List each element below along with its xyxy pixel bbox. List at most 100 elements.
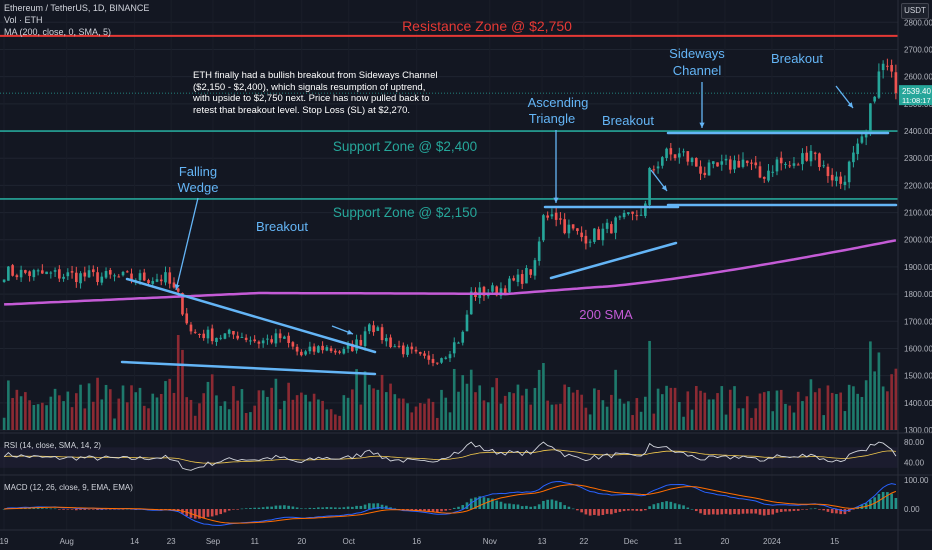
- candle: [41, 270, 44, 274]
- candle: [223, 333, 227, 339]
- candle: [864, 133, 868, 138]
- y-tick-label: 1800.00: [904, 290, 932, 299]
- macd-histogram-bar: [826, 509, 830, 512]
- candle: [36, 270, 40, 272]
- volume-bar: [372, 388, 375, 430]
- volume-bar: [610, 394, 613, 430]
- candle: [130, 273, 133, 280]
- macd-histogram-bar: [784, 509, 787, 512]
- candle: [215, 337, 218, 343]
- macd-histogram-bar: [278, 505, 282, 509]
- candle: [605, 222, 609, 229]
- candle: [733, 160, 736, 170]
- volume-bar: [151, 393, 155, 430]
- ma-legend[interactable]: MA (200, close, 0, SMA, 5): [4, 27, 112, 37]
- volume-bar: [206, 381, 210, 430]
- volume-bar: [431, 401, 435, 430]
- candle: [499, 288, 503, 296]
- macd-histogram-bar: [363, 504, 367, 509]
- macd-histogram-bar: [711, 509, 715, 515]
- volume-bar: [482, 400, 486, 430]
- macd-histogram-bar: [601, 509, 605, 515]
- volume-bar: [134, 392, 138, 430]
- candle: [189, 324, 193, 332]
- macd-histogram-bar: [266, 506, 269, 509]
- volume-bar: [864, 380, 868, 430]
- macd-histogram-bar: [610, 509, 613, 515]
- candle: [49, 272, 53, 274]
- volume-bar: [813, 392, 817, 430]
- breakout-arrow-3-head: [847, 102, 853, 108]
- candle: [593, 228, 596, 242]
- macd-histogram-bar: [96, 509, 99, 510]
- volume-bar: [304, 394, 307, 430]
- candle: [779, 157, 783, 164]
- volume-bar: [788, 405, 792, 430]
- candle: [24, 270, 27, 273]
- candle: [53, 270, 57, 272]
- volume-bar: [287, 382, 290, 430]
- macd-histogram-bar: [661, 502, 664, 509]
- volume-bar: [28, 400, 31, 430]
- candle: [537, 241, 541, 261]
- y-tick-label: 1600.00: [904, 344, 932, 353]
- volume-bar: [11, 397, 14, 430]
- macd-histogram-bar: [890, 493, 893, 509]
- x-tick-label: 16: [412, 537, 421, 546]
- candle: [232, 330, 235, 335]
- candle: [108, 270, 112, 275]
- currency-badge[interactable]: USDT: [901, 3, 929, 19]
- volume-bar: [550, 404, 554, 430]
- macd-histogram-bar: [529, 506, 532, 509]
- macd-histogram-bar: [588, 509, 592, 516]
- candle: [401, 345, 405, 355]
- volume-bar: [181, 349, 184, 430]
- volume-legend[interactable]: Vol · ETH: [4, 15, 43, 25]
- volume-bar: [406, 403, 409, 430]
- macd-histogram-bar: [418, 509, 422, 511]
- volume-bar: [125, 402, 129, 430]
- candle: [66, 272, 70, 277]
- volume-bar: [503, 395, 507, 430]
- macd-histogram-bar: [79, 509, 82, 510]
- candle: [809, 150, 813, 162]
- macd-histogram-bar: [669, 501, 673, 509]
- candle: [775, 159, 779, 172]
- macd-histogram-bar: [762, 509, 766, 516]
- macd-histogram-bar: [53, 508, 57, 510]
- volume-bar: [618, 398, 622, 430]
- symbol-legend[interactable]: Ethereum / TetherUS, 1D, BINANCE: [4, 3, 150, 13]
- analysis-note: ETH finally had a bullish breakout from …: [193, 70, 438, 116]
- volume-bar: [559, 403, 562, 430]
- macd-legend[interactable]: MACD (12, 26, close, 9, EMA, EMA): [4, 483, 133, 492]
- rsi-legend[interactable]: RSI (14, close, SMA, 14, 2): [4, 441, 101, 450]
- volume-bar: [58, 395, 61, 430]
- candle: [117, 276, 121, 278]
- volume-bar: [508, 392, 511, 430]
- macd-histogram-bar: [622, 509, 626, 512]
- volume-bar: [384, 392, 388, 430]
- volume-bar: [36, 404, 40, 430]
- sideways-channel-arrow-head: [699, 122, 705, 128]
- candle: [410, 346, 414, 350]
- volume-bar: [597, 389, 600, 430]
- volume-bar: [737, 408, 741, 430]
- candle: [796, 164, 800, 166]
- macd-histogram-bar: [576, 509, 579, 511]
- signal-line: [4, 484, 897, 524]
- candle: [62, 276, 65, 279]
- volume-bar: [418, 403, 422, 430]
- macd-histogram-bar: [520, 506, 524, 509]
- candle: [711, 161, 715, 164]
- volume-bar: [49, 396, 53, 430]
- breakout-arrow-2-head: [661, 185, 667, 191]
- macd-histogram-bar: [469, 498, 473, 509]
- volume-bar: [830, 392, 834, 430]
- volume-bar: [346, 397, 350, 430]
- sma-200-line: [4, 239, 897, 306]
- volume-bar: [159, 393, 163, 430]
- macd-histogram-bar: [614, 509, 617, 513]
- volume-bar: [796, 391, 800, 430]
- candle: [121, 271, 125, 276]
